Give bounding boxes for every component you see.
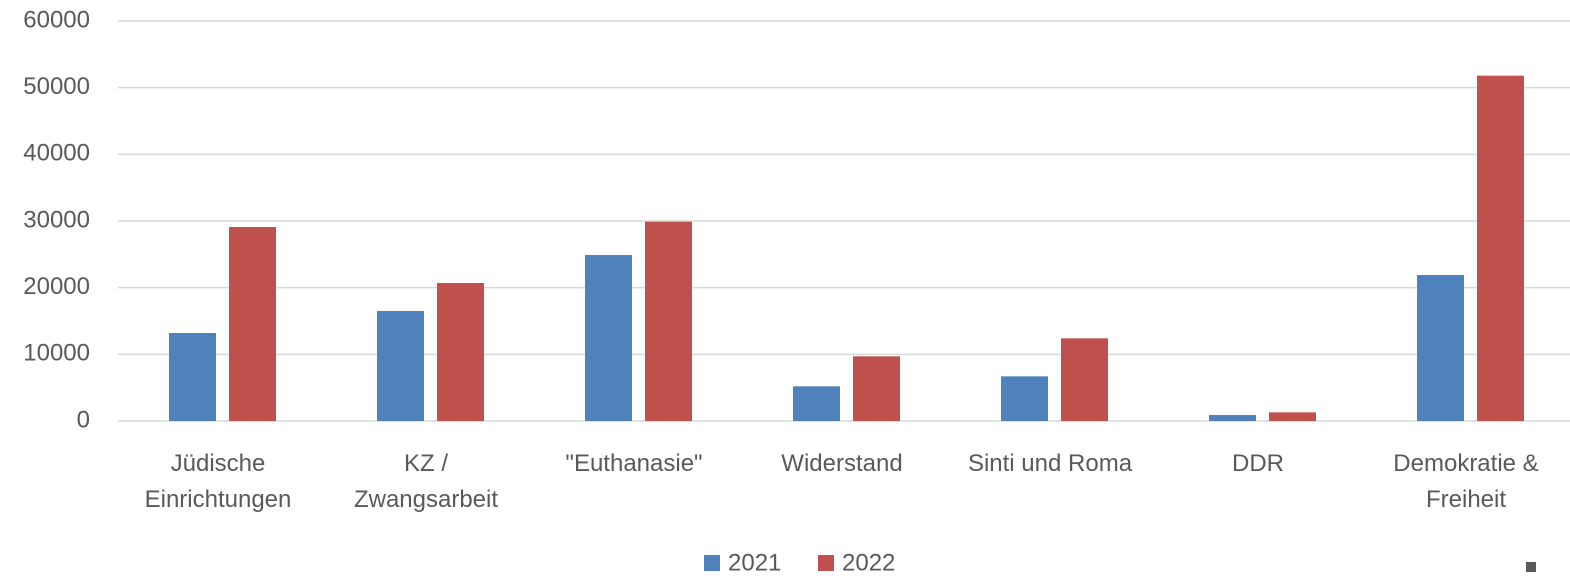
- bar: [1417, 275, 1464, 421]
- bar: [1209, 415, 1256, 421]
- bar: [1477, 75, 1524, 422]
- x-tick-label: "Euthanasie": [565, 450, 703, 477]
- legend-swatch: [818, 555, 834, 571]
- bar: [585, 255, 632, 421]
- y-tick-label: 60000: [23, 6, 90, 33]
- x-tick-label: KZ / Zwangsarbeit: [353, 450, 499, 513]
- y-tick-label: 20000: [23, 273, 90, 300]
- bar: [1001, 376, 1048, 421]
- bar: [793, 386, 840, 421]
- x-tick-label: Jüdische Einrichtungen: [144, 450, 292, 513]
- bar: [645, 221, 692, 421]
- y-tick-label: 10000: [23, 340, 90, 367]
- legend-swatch: [704, 555, 720, 571]
- x-tick-label: Sinti und Roma: [967, 450, 1133, 477]
- x-tick-label: DDR: [1232, 450, 1284, 477]
- legend-label: 2021: [728, 549, 781, 576]
- bar: [169, 333, 216, 421]
- bar: [377, 311, 424, 421]
- y-tick-label: 50000: [23, 73, 90, 100]
- y-tick-label: 30000: [23, 206, 90, 233]
- legend-label: 2022: [842, 549, 895, 576]
- bar: [853, 356, 900, 421]
- y-tick-label: 0: [77, 406, 90, 433]
- bar: [437, 283, 484, 421]
- y-tick-label: 40000: [23, 140, 90, 167]
- bar: [1061, 338, 1108, 421]
- bar: [1269, 412, 1316, 421]
- x-tick-label: Widerstand: [781, 450, 903, 477]
- bar: [229, 227, 276, 421]
- x-tick-label: Demokratie & Freiheit: [1393, 450, 1539, 513]
- resize-handle: [1526, 562, 1536, 572]
